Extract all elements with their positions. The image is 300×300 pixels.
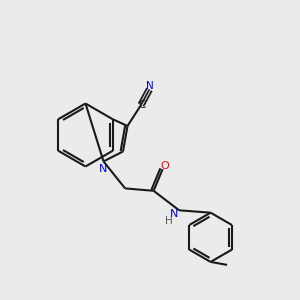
Text: N: N: [146, 81, 154, 91]
Text: N: N: [169, 209, 178, 219]
Text: O: O: [160, 161, 169, 171]
Text: N: N: [99, 164, 108, 173]
Text: H: H: [165, 216, 172, 226]
Text: C: C: [138, 100, 145, 110]
